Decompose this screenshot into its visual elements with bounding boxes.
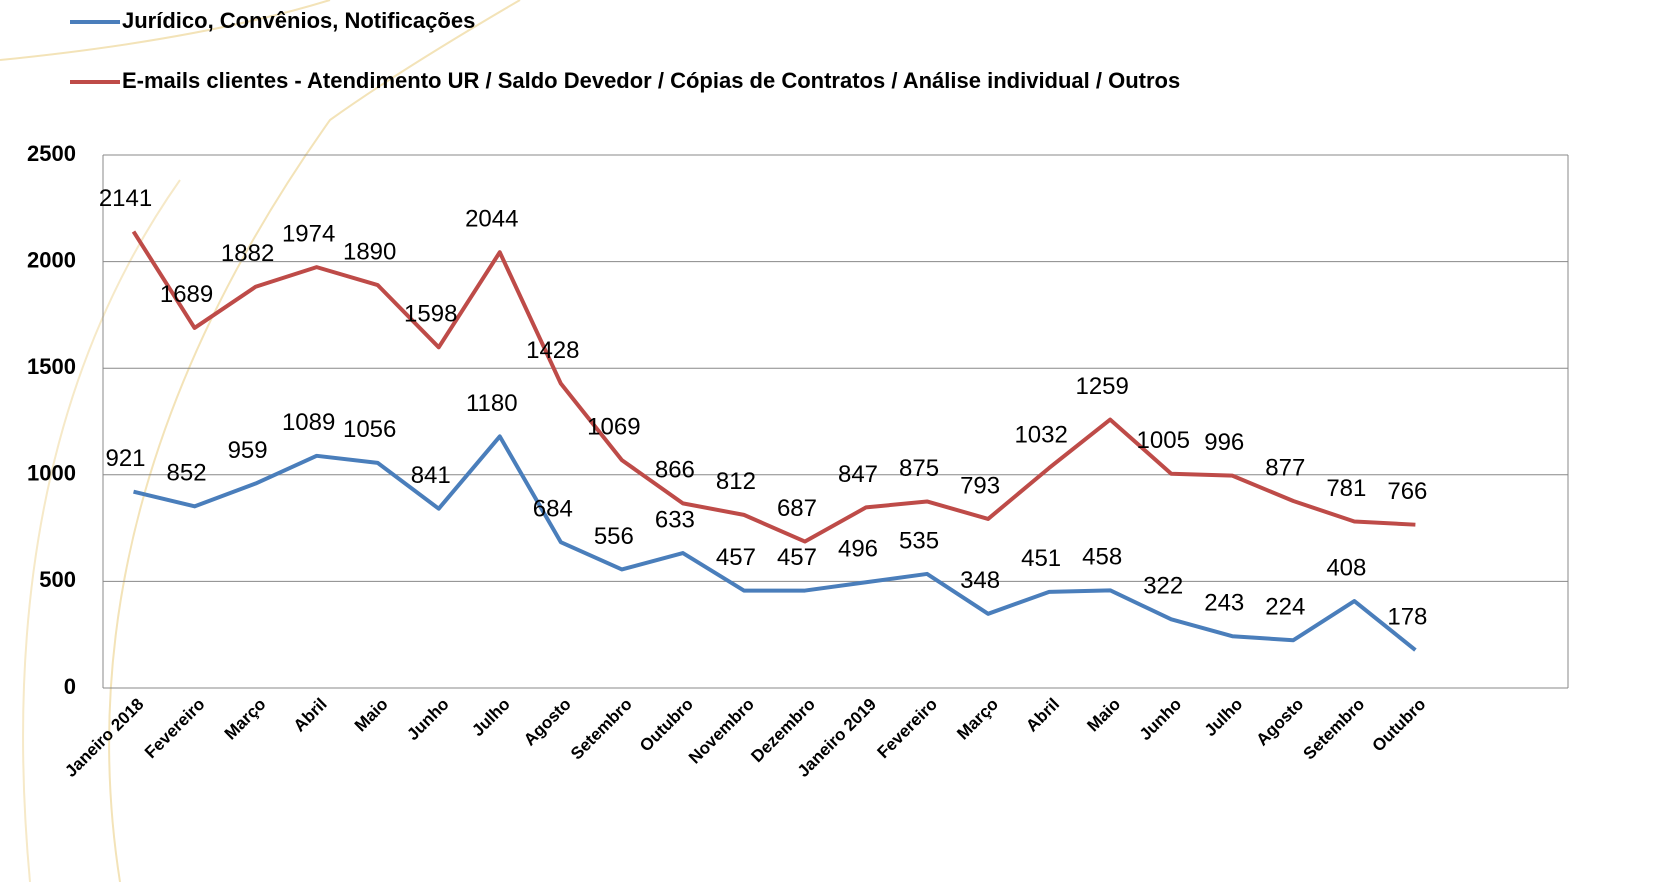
x-tick-label: Março [953, 695, 1002, 744]
data-label: 535 [899, 527, 939, 554]
data-label: 322 [1143, 573, 1183, 600]
y-tick-label: 2000 [27, 247, 76, 272]
y-tick-label: 0 [64, 674, 76, 699]
data-label: 959 [228, 437, 268, 464]
x-tick-label: Julho [1201, 695, 1246, 740]
x-tick-label: Setembro [567, 695, 636, 764]
data-label: 178 [1387, 603, 1427, 630]
data-label: 457 [777, 544, 817, 571]
data-label: 687 [777, 495, 817, 522]
data-label: 224 [1265, 594, 1305, 621]
data-label: 766 [1387, 478, 1427, 505]
data-label: 841 [411, 462, 451, 489]
data-label: 921 [105, 445, 145, 472]
x-tick-label: Agosto [1252, 695, 1307, 750]
x-tick-label: Setembro [1299, 695, 1368, 764]
data-label: 348 [960, 567, 1000, 594]
decoration [22, 179, 181, 882]
data-label: 496 [838, 536, 878, 563]
x-tick-label: Maio [351, 695, 392, 736]
data-label: 684 [533, 496, 573, 523]
data-label: 793 [960, 472, 1000, 499]
data-label: 1005 [1137, 427, 1190, 454]
data-label: 877 [1265, 454, 1305, 481]
data-label: 1032 [1014, 421, 1067, 448]
data-label: 243 [1204, 590, 1244, 617]
x-tick-label: Junho [403, 695, 452, 744]
data-label: 2141 [99, 185, 152, 212]
series-line [131, 230, 1416, 544]
data-label: 1689 [160, 281, 213, 308]
data-label: 2044 [465, 206, 518, 233]
series-line [133, 434, 1417, 652]
data-label: 1974 [282, 220, 335, 247]
data-label: 633 [655, 506, 695, 533]
data-label: 1259 [1075, 373, 1128, 400]
data-label: 866 [655, 457, 695, 484]
data-label: 451 [1021, 545, 1061, 572]
data-label: 458 [1082, 544, 1122, 571]
data-label: 1180 [466, 390, 518, 417]
x-tick-label: Outubro [636, 695, 697, 756]
x-tick-label: Junho [1136, 695, 1185, 744]
legend-label: Jurídico, Convênios, Notificações [122, 8, 475, 33]
data-label: 1882 [221, 240, 274, 267]
data-label: 1089 [282, 409, 335, 436]
decoration [0, 0, 331, 61]
data-label: 457 [716, 544, 756, 571]
x-tick-label: Fevereiro [141, 695, 209, 763]
data-label: 408 [1326, 554, 1366, 581]
x-tick-label: Novembro [685, 695, 758, 768]
x-tick-label: Fevereiro [874, 695, 942, 763]
data-label: 847 [838, 461, 878, 488]
x-tick-label: Março [221, 695, 270, 744]
data-label: 875 [899, 455, 939, 482]
y-tick-label: 1500 [27, 354, 76, 379]
x-tick-label: Janeiro 2018 [61, 695, 147, 781]
x-tick-label: Outubro [1369, 695, 1430, 756]
data-label: 1069 [587, 413, 640, 440]
data-label: 996 [1204, 429, 1244, 456]
data-label: 1056 [343, 416, 396, 443]
data-label: 812 [716, 468, 756, 495]
y-tick-label: 500 [39, 567, 76, 592]
y-tick-label: 2500 [27, 141, 76, 166]
decoration [108, 0, 521, 882]
data-label: 556 [594, 523, 634, 550]
x-tick-label: Julho [468, 695, 513, 740]
data-label: 1598 [404, 301, 457, 328]
data-label: 781 [1326, 475, 1366, 502]
data-label: 852 [167, 460, 207, 487]
data-label: 1890 [343, 238, 396, 265]
x-tick-label: Abril [1022, 695, 1063, 736]
legend-label: E-mails clientes - Atendimento UR / Sald… [122, 68, 1180, 93]
y-tick-label: 1000 [27, 461, 76, 486]
data-label: 1428 [526, 337, 579, 364]
x-tick-label: Maio [1083, 695, 1124, 736]
x-tick-label: Abril [290, 695, 331, 736]
x-tick-label: Agosto [520, 695, 575, 750]
